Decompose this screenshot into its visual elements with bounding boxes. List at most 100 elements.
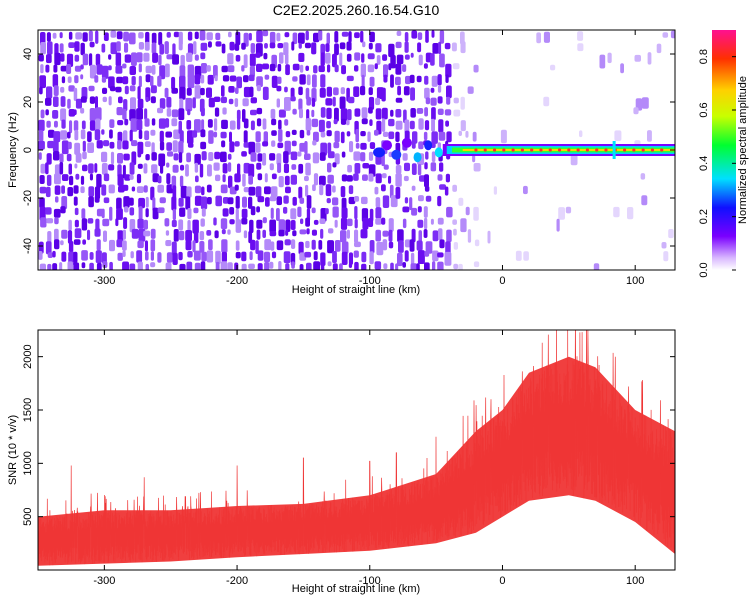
spectrum-point xyxy=(201,251,207,262)
spectrum-point xyxy=(556,218,560,232)
spectrum-point xyxy=(430,218,434,225)
spectrum-point xyxy=(206,32,213,41)
spectrum-point xyxy=(369,76,375,87)
spectrum-point xyxy=(200,218,205,227)
snr-y-tick-label: 500 xyxy=(22,507,34,525)
spectrum-point xyxy=(250,97,257,104)
spectrum-point xyxy=(158,153,166,167)
spectrum-point xyxy=(234,43,240,51)
spectrum-point xyxy=(138,197,145,209)
spectrum-point xyxy=(340,108,348,122)
spectrum-point xyxy=(262,63,269,70)
spectrum-point xyxy=(424,174,429,188)
spectrum-point xyxy=(333,87,339,96)
spectrum-point xyxy=(375,173,382,184)
spectrum-point xyxy=(416,240,423,251)
spectrogram-x-tick-label: 100 xyxy=(626,275,644,287)
spectrum-point xyxy=(320,262,325,270)
spectrum-point xyxy=(381,118,386,132)
spectrum-point xyxy=(388,131,395,140)
spectrum-point xyxy=(129,66,136,75)
spectrum-point xyxy=(340,186,346,198)
spectrum-point xyxy=(193,41,197,55)
spectrum-point xyxy=(215,261,220,270)
spectrum-point xyxy=(74,65,82,72)
spectrum-point xyxy=(199,30,206,41)
spectrum-point xyxy=(404,162,410,172)
spectrum-point xyxy=(390,54,396,69)
spectrum-point xyxy=(299,252,307,261)
spectrum-point xyxy=(206,230,212,236)
spectrum-point xyxy=(262,152,267,166)
spectrum-point xyxy=(271,251,277,259)
spectrum-point xyxy=(243,230,248,239)
spectrum-point xyxy=(172,140,178,153)
spectrum-point xyxy=(200,261,206,270)
spectrum-point xyxy=(67,230,73,244)
spectrum-point xyxy=(404,119,410,134)
spectrum-point xyxy=(59,32,63,39)
spectrum-point xyxy=(374,186,379,195)
spectrum-point xyxy=(265,197,270,207)
spectrum-point xyxy=(96,262,102,270)
spectrum-point xyxy=(640,173,646,180)
spectrum-point xyxy=(123,31,129,42)
ridge-onset-blob xyxy=(401,137,412,148)
spectrum-point xyxy=(116,41,121,52)
ridge-onset-blob xyxy=(424,140,433,151)
spectrum-point xyxy=(235,251,241,259)
spectrum-point xyxy=(362,163,370,169)
spectrum-point xyxy=(80,74,84,80)
spectrum-point xyxy=(298,42,302,49)
spectrum-point xyxy=(67,187,74,197)
spectrum-point xyxy=(460,120,466,132)
spectrum-point xyxy=(89,96,96,104)
spectrum-point xyxy=(137,151,142,158)
spectrum-point xyxy=(299,74,306,85)
spectrum-point xyxy=(437,261,444,270)
spectrum-point xyxy=(38,119,45,132)
spectrum-point xyxy=(262,86,269,100)
spectrum-point xyxy=(82,239,86,245)
spectrum-point xyxy=(360,142,367,150)
spectrum-point xyxy=(348,196,356,205)
spectrum-point xyxy=(430,162,437,172)
spectrum-point xyxy=(334,130,340,143)
spectrum-point xyxy=(166,96,172,108)
spectrum-point xyxy=(124,174,131,181)
spectrum-point xyxy=(417,42,422,53)
spectrum-point xyxy=(381,173,387,179)
spectrum-point xyxy=(228,86,235,93)
spectrum-point xyxy=(327,64,331,73)
spectrum-point xyxy=(173,129,180,140)
spectrum-point xyxy=(89,108,96,122)
spectrum-point xyxy=(397,252,403,267)
spectrum-point xyxy=(159,65,166,80)
spectrum-point xyxy=(445,120,449,127)
spectrum-point xyxy=(108,65,112,71)
spectrum-point xyxy=(284,119,289,126)
spectrum-point xyxy=(243,75,249,83)
spectrum-point xyxy=(145,263,149,270)
colorbar-label: Normalized spectral amplitude xyxy=(737,76,749,224)
ridge-peak-point xyxy=(567,148,571,152)
spectrum-point xyxy=(214,151,221,160)
spectrum-point xyxy=(271,173,277,180)
spectrum-point xyxy=(332,96,336,107)
spectrum-point xyxy=(311,239,316,250)
spectrum-point xyxy=(208,41,212,48)
spectrum-point xyxy=(103,140,110,147)
spectrum-point xyxy=(187,251,193,258)
signal-ridge xyxy=(373,137,675,163)
spectrum-point xyxy=(61,251,67,262)
ridge-peak-point xyxy=(539,148,543,152)
spectrum-point xyxy=(300,218,304,225)
spectrum-point xyxy=(158,54,162,66)
spectrum-point xyxy=(171,87,178,94)
spectrum-point xyxy=(186,120,192,130)
spectrum-point xyxy=(523,185,528,195)
spectrum-point xyxy=(439,239,445,249)
spectrum-point xyxy=(264,262,270,270)
spectrum-point xyxy=(235,54,241,62)
